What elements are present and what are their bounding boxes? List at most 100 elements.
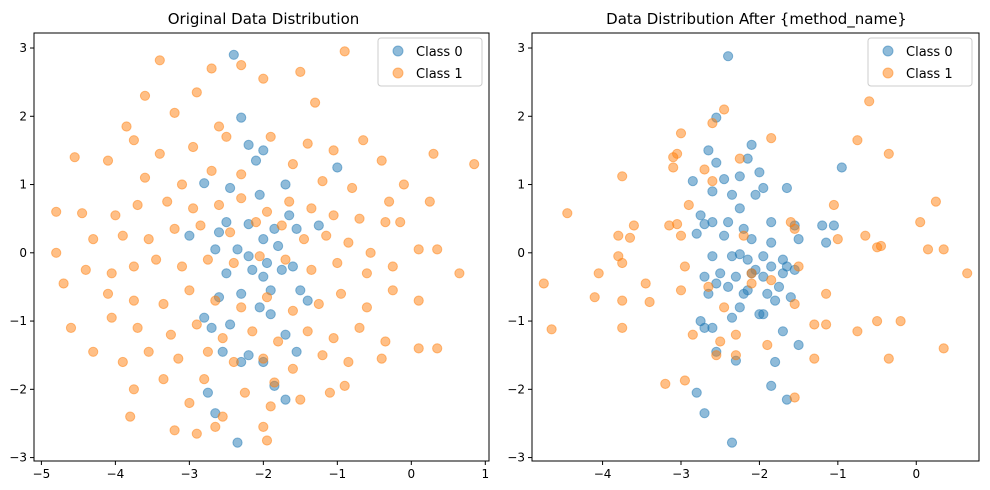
data-point-class-1 (675, 230, 687, 241)
data-point-class-1 (69, 152, 80, 163)
plot-area (34, 33, 489, 461)
data-point-class-0 (828, 220, 840, 231)
data-point-class-1 (154, 55, 165, 66)
data-point-class-1 (295, 66, 306, 78)
data-point-class-0 (719, 230, 730, 241)
data-point-class-1 (106, 312, 117, 323)
data-point-class-0 (730, 271, 742, 282)
data-point-class-1 (132, 322, 143, 333)
data-point-class-1 (675, 285, 687, 296)
data-point-class-1 (280, 254, 291, 265)
data-point-class-1 (250, 217, 262, 228)
data-point-class-0 (236, 288, 247, 299)
data-point-class-0 (254, 189, 265, 200)
data-point-class-0 (836, 162, 847, 173)
data-point-class-1 (65, 322, 77, 333)
data-point-class-1 (206, 165, 217, 176)
data-point-class-1 (106, 268, 117, 279)
data-point-class-1 (703, 281, 714, 292)
data-point-class-0 (742, 254, 753, 265)
data-point-class-1 (852, 135, 863, 146)
data-point-class-1 (617, 322, 628, 333)
data-point-class-0 (734, 302, 745, 313)
data-point-class-1 (538, 278, 549, 289)
data-point-class-0 (217, 346, 228, 357)
data-point-class-1 (358, 135, 369, 146)
data-point-class-0 (691, 228, 702, 239)
data-point-class-1 (121, 121, 132, 132)
legend-box (377, 37, 483, 87)
data-point-class-0 (726, 437, 738, 448)
data-point-class-0 (273, 240, 284, 252)
data-point-class-0 (699, 271, 710, 282)
data-point-class-0 (766, 237, 777, 248)
data-point-class-1 (247, 326, 258, 337)
y-tick-label: 1 (19, 178, 27, 192)
data-point-class-1 (593, 268, 604, 279)
data-point-class-1 (617, 171, 628, 182)
data-point-class-1 (679, 261, 691, 272)
data-point-class-1 (236, 193, 247, 204)
data-point-class-1 (432, 244, 443, 255)
data-point-class-0 (250, 155, 262, 166)
data-point-class-0 (777, 326, 789, 337)
data-point-class-1 (158, 374, 169, 385)
data-point-class-1 (210, 421, 221, 432)
data-point-class-1 (707, 176, 718, 187)
data-point-class-0 (280, 179, 291, 190)
data-point-class-1 (762, 339, 773, 351)
data-point-class-1 (261, 206, 273, 217)
x-tick-label: −3 (672, 467, 690, 481)
data-point-class-1 (117, 356, 128, 368)
data-point-class-0 (243, 251, 254, 262)
data-point-class-0 (258, 271, 269, 282)
data-point-class-1 (469, 159, 480, 170)
x-tick-label: 0 (407, 467, 415, 481)
series-class-0 (687, 51, 847, 448)
data-point-class-1 (284, 196, 295, 207)
axis-ticks: −4 −3 −2 −1 0 −3 −2 −1 0 1 2 3 (507, 41, 920, 481)
data-point-class-1 (269, 377, 280, 388)
data-point-class-1 (328, 145, 339, 156)
data-point-class-1 (273, 336, 284, 347)
data-point-class-1 (139, 90, 151, 101)
legend-marker-class-0 (392, 45, 404, 57)
data-point-class-1 (339, 46, 350, 57)
data-point-class-1 (287, 305, 298, 316)
data-point-class-1 (176, 179, 188, 190)
data-point-class-1 (217, 411, 228, 422)
data-point-class-0 (243, 350, 254, 361)
data-point-class-1 (660, 378, 671, 389)
data-point-class-1 (102, 288, 114, 299)
data-point-class-1 (169, 223, 180, 234)
data-point-class-0 (726, 189, 738, 200)
x-tick-label: −3 (181, 467, 199, 481)
data-point-class-1 (617, 295, 628, 306)
series-class-1 (538, 96, 973, 403)
data-point-class-0 (754, 167, 765, 178)
data-point-class-1 (624, 232, 636, 243)
x-tick-label: 0 (912, 467, 920, 481)
data-point-class-0 (770, 356, 781, 368)
y-tick-label: −3 (9, 451, 27, 465)
y-tick-label: 3 (19, 41, 27, 55)
plot-frame (33, 32, 490, 462)
data-point-class-1 (387, 285, 398, 296)
data-point-class-1 (719, 104, 730, 115)
data-point-class-1 (158, 298, 169, 310)
data-point-class-0 (773, 281, 785, 292)
data-point-class-0 (221, 217, 232, 228)
data-point-class-1 (298, 234, 310, 245)
data-point-class-1 (746, 268, 757, 279)
data-point-class-1 (413, 244, 424, 255)
data-point-class-1 (789, 392, 800, 403)
legend-label-class-0: Class 0 (906, 45, 953, 60)
plot-area (532, 33, 979, 461)
data-point-class-1 (236, 302, 247, 313)
data-point-class-1 (287, 159, 298, 170)
data-point-class-0 (210, 244, 221, 255)
data-point-class-1 (184, 285, 195, 296)
data-point-class-1 (715, 336, 726, 347)
data-point-class-1 (376, 155, 387, 166)
